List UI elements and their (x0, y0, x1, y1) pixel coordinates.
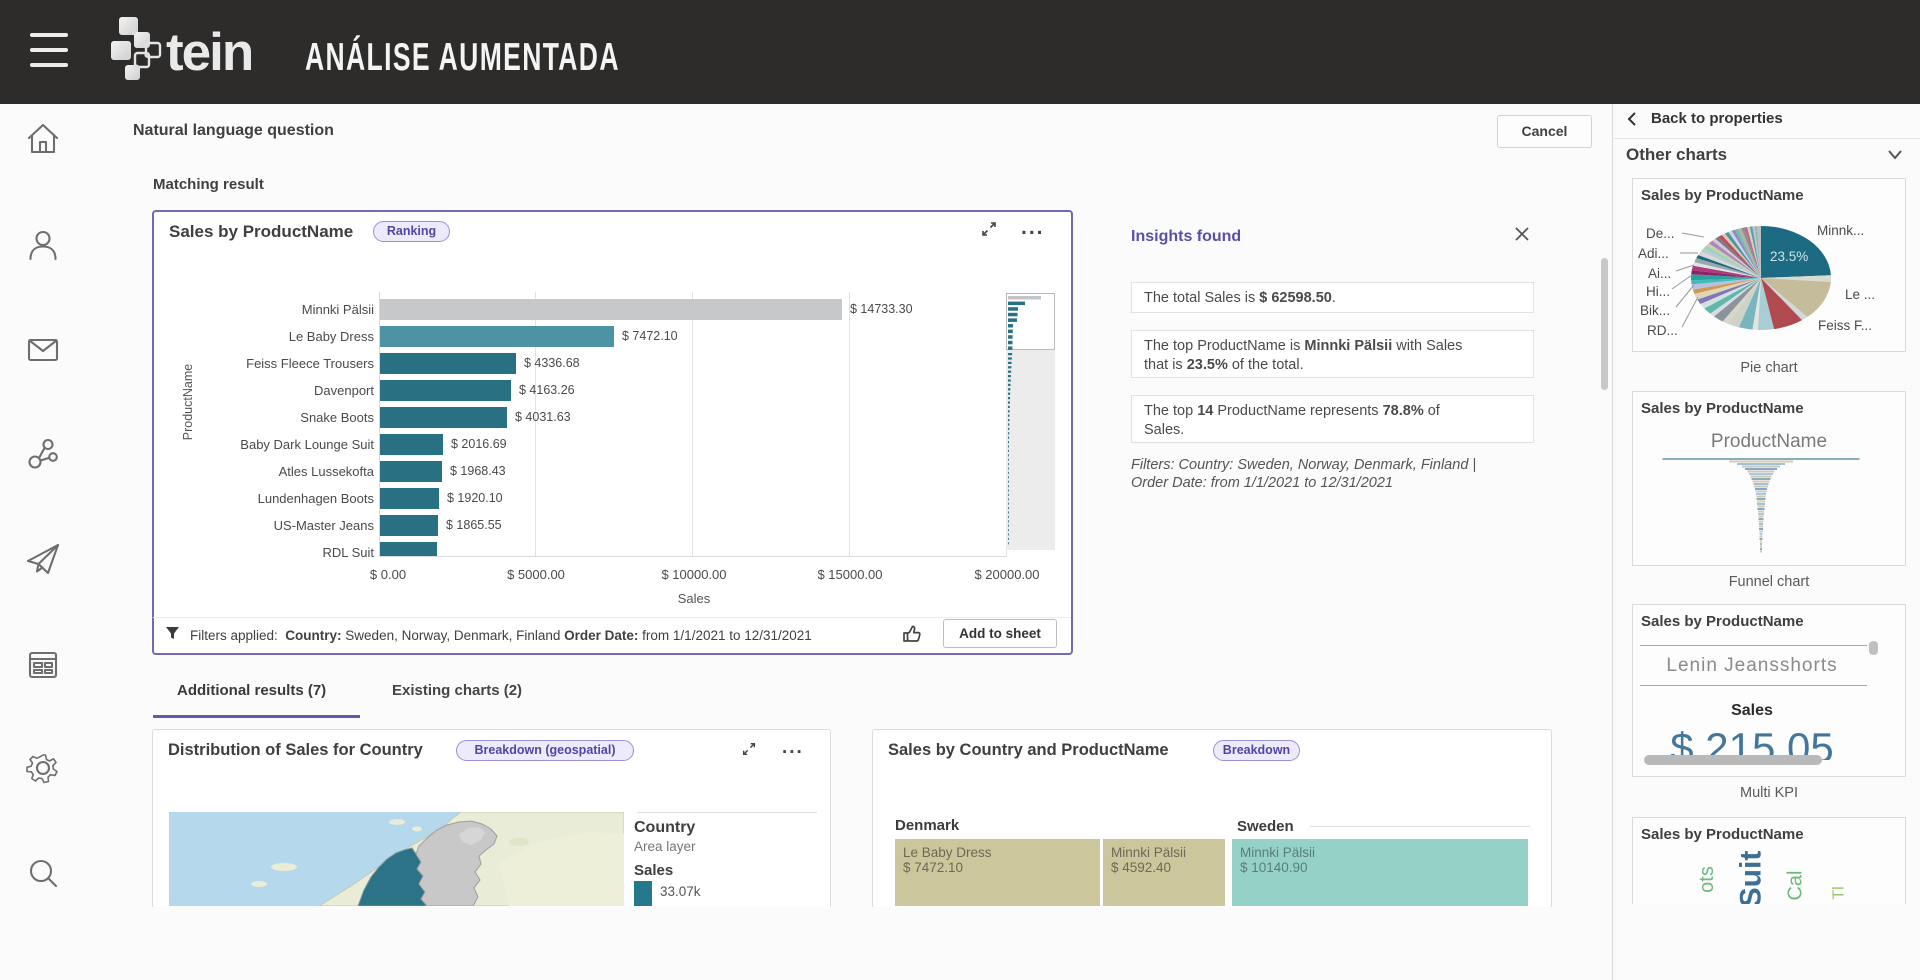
svg-text:23.5%: 23.5% (1770, 249, 1808, 264)
